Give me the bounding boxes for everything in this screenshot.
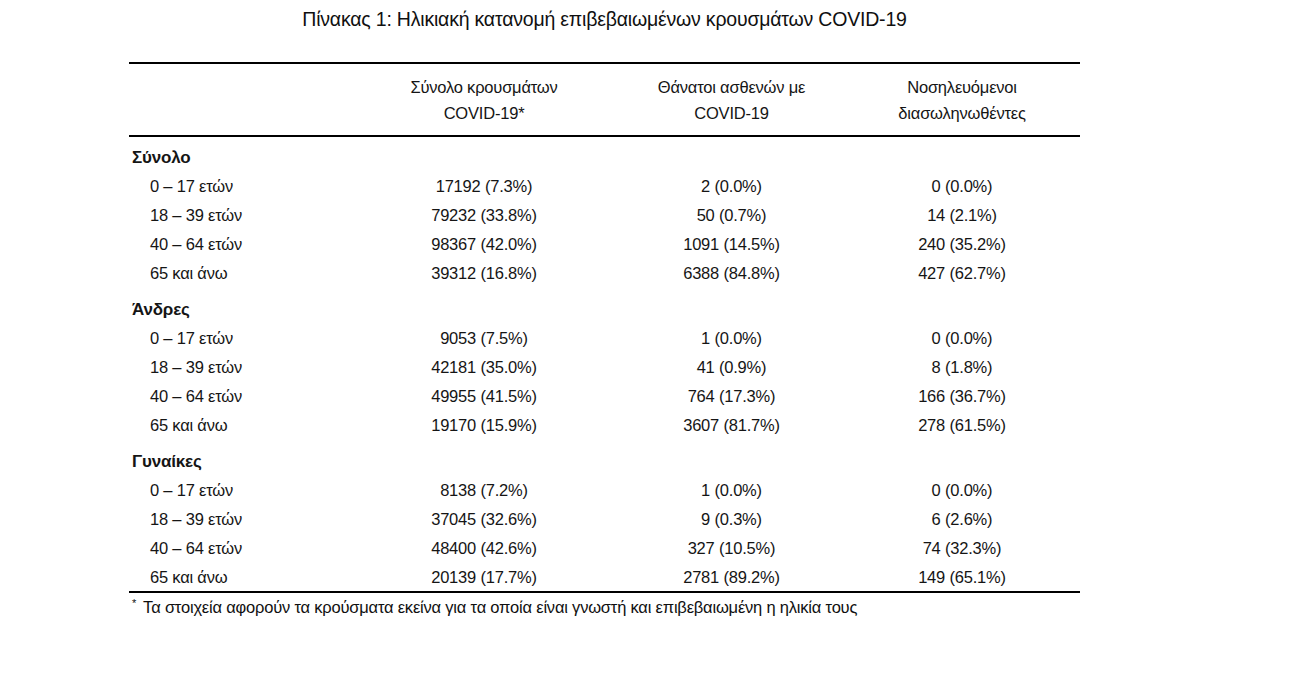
data-row: 0 – 17 ετών9053 (7.5%)1 (0.0%)0 (0.0%) [129,324,1080,353]
table-header-row: Σύνολο κρουσμάτων COVID-19* Θάνατοι ασθε… [129,63,1080,136]
deaths-value: 2 (0.0%) [619,172,844,201]
deaths-value: 6388 (84.8%) [619,259,844,288]
table-body: Σύνολο0 – 17 ετών17192 (7.3%)2 (0.0%)0 (… [129,136,1080,592]
age-label: 0 – 17 ετών [129,476,349,505]
section-header-row: Σύνολο [129,136,1080,172]
age-label: 0 – 17 ετών [129,324,349,353]
data-row: 0 – 17 ετών8138 (7.2%)1 (0.0%)0 (0.0%) [129,476,1080,505]
section-label: Γυναίκες [129,440,1080,476]
cases-value: 17192 (7.3%) [349,172,619,201]
age-label: 65 και άνω [129,563,349,592]
section-label: Άνδρες [129,288,1080,324]
age-label: 40 – 64 ετών [129,382,349,411]
header-intubated: Νοσηλευόμενοι διασωληνωθέντες [844,63,1080,136]
data-row: 18 – 39 ετών37045 (32.6%)9 (0.3%)6 (2.6%… [129,505,1080,534]
data-row: 65 και άνω19170 (15.9%)3607 (81.7%)278 (… [129,411,1080,440]
intubated-value: 240 (35.2%) [844,230,1080,259]
footnote-text: Τα στοιχεία αφορούν τα κρούσματα εκείνα … [143,598,857,616]
intubated-value: 278 (61.5%) [844,411,1080,440]
deaths-value: 1091 (14.5%) [619,230,844,259]
table-footnote: * Τα στοιχεία αφορούν τα κρούσματα εκείνα… [129,596,1080,618]
deaths-value: 3607 (81.7%) [619,411,844,440]
cases-value: 9053 (7.5%) [349,324,619,353]
data-row: 0 – 17 ετών17192 (7.3%)2 (0.0%)0 (0.0%) [129,172,1080,201]
intubated-value: 0 (0.0%) [844,172,1080,201]
deaths-value: 1 (0.0%) [619,324,844,353]
deaths-value: 2781 (89.2%) [619,563,844,592]
age-label: 0 – 17 ετών [129,172,349,201]
report-table-block: Πίνακας 1: Ηλικιακή κατανομή επιβεβαιωμέ… [129,0,1080,618]
age-label: 65 και άνω [129,259,349,288]
section-header-row: Άνδρες [129,288,1080,324]
header-deaths: Θάνατοι ασθενών με COVID-19 [619,63,844,136]
intubated-value: 149 (65.1%) [844,563,1080,592]
deaths-value: 41 (0.9%) [619,353,844,382]
age-distribution-table: Σύνολο κρουσμάτων COVID-19* Θάνατοι ασθε… [129,62,1080,593]
header-line: COVID-19 [619,100,844,126]
header-line: Νοσηλευόμενοι [844,74,1080,100]
age-label: 18 – 39 ετών [129,201,349,230]
section-label: Σύνολο [129,136,1080,172]
data-row: 65 και άνω20139 (17.7%)2781 (89.2%)149 (… [129,563,1080,592]
data-row: 40 – 64 ετών48400 (42.6%)327 (10.5%)74 (… [129,534,1080,563]
cases-value: 79232 (33.8%) [349,201,619,230]
data-row: 65 και άνω39312 (16.8%)6388 (84.8%)427 (… [129,259,1080,288]
table-title: Πίνακας 1: Ηλικιακή κατανομή επιβεβαιωμέ… [129,7,1080,31]
intubated-value: 14 (2.1%) [844,201,1080,230]
cases-value: 20139 (17.7%) [349,563,619,592]
footnote-marker: * [132,597,136,609]
deaths-value: 764 (17.3%) [619,382,844,411]
cases-value: 48400 (42.6%) [349,534,619,563]
header-line: Θάνατοι ασθενών με [619,74,844,100]
data-row: 40 – 64 ετών98367 (42.0%)1091 (14.5%)240… [129,230,1080,259]
data-row: 18 – 39 ετών79232 (33.8%)50 (0.7%)14 (2.… [129,201,1080,230]
cases-value: 42181 (35.0%) [349,353,619,382]
age-label: 65 και άνω [129,411,349,440]
header-empty [129,63,349,136]
intubated-value: 166 (36.7%) [844,382,1080,411]
age-label: 18 – 39 ετών [129,505,349,534]
intubated-value: 74 (32.3%) [844,534,1080,563]
cases-value: 19170 (15.9%) [349,411,619,440]
cases-value: 39312 (16.8%) [349,259,619,288]
intubated-value: 0 (0.0%) [844,324,1080,353]
header-line: Σύνολο κρουσμάτων [349,74,619,100]
data-row: 18 – 39 ετών42181 (35.0%)41 (0.9%)8 (1.8… [129,353,1080,382]
deaths-value: 9 (0.3%) [619,505,844,534]
header-total-cases: Σύνολο κρουσμάτων COVID-19* [349,63,619,136]
data-row: 40 – 64 ετών49955 (41.5%)764 (17.3%)166 … [129,382,1080,411]
age-label: 40 – 64 ετών [129,230,349,259]
cases-value: 37045 (32.6%) [349,505,619,534]
header-line: COVID-19* [349,100,619,126]
cases-value: 49955 (41.5%) [349,382,619,411]
intubated-value: 0 (0.0%) [844,476,1080,505]
page: Πίνακας 1: Ηλικιακή κατανομή επιβεβαιωμέ… [0,0,1294,676]
cases-value: 8138 (7.2%) [349,476,619,505]
deaths-value: 327 (10.5%) [619,534,844,563]
age-label: 40 – 64 ετών [129,534,349,563]
section-header-row: Γυναίκες [129,440,1080,476]
deaths-value: 50 (0.7%) [619,201,844,230]
intubated-value: 8 (1.8%) [844,353,1080,382]
intubated-value: 427 (62.7%) [844,259,1080,288]
deaths-value: 1 (0.0%) [619,476,844,505]
header-line: διασωληνωθέντες [844,100,1080,126]
cases-value: 98367 (42.0%) [349,230,619,259]
age-label: 18 – 39 ετών [129,353,349,382]
intubated-value: 6 (2.6%) [844,505,1080,534]
